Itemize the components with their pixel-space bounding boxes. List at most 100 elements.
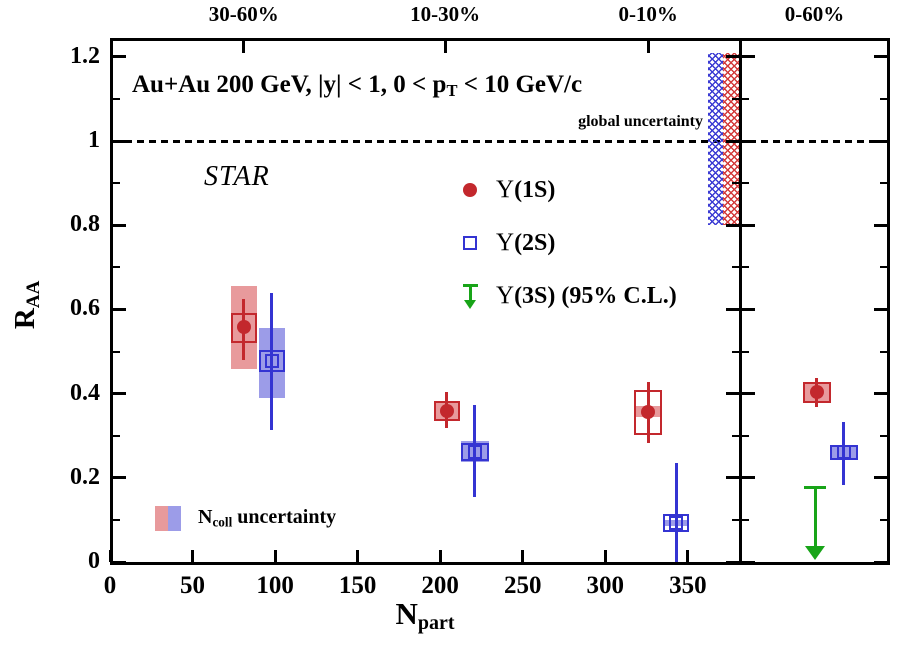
point-upsilon1s-main-0-marker <box>236 320 251 335</box>
x-major-tick <box>108 550 112 562</box>
centrality-bin-tick <box>646 41 650 53</box>
point-upsilon2s-main-2-marker <box>669 515 684 530</box>
legend-label-3s: Υ(3S) (95% C.L.) <box>496 281 677 309</box>
x-tick-label: 50 <box>180 572 206 599</box>
y-tick-label: 1.2 <box>70 42 100 69</box>
y-major-tick-divider-left <box>726 139 739 143</box>
plot-title-pre: Au+Au 200 GeV, |y| < 1, 0 < p <box>132 71 447 98</box>
x-major-tick <box>603 550 607 562</box>
centrality-bin-label: 30-60% <box>208 2 279 26</box>
y-major-tick-right <box>874 307 887 311</box>
x-major-tick <box>438 550 442 562</box>
y-major-tick-right <box>874 560 887 564</box>
centrality-bin-tick <box>242 41 246 53</box>
x-major-tick <box>273 550 277 562</box>
legend-label-1s: Υ(1S) <box>496 175 556 203</box>
y-minor-tick <box>113 518 120 521</box>
open-square-icon <box>456 229 484 257</box>
y-major-tick <box>113 223 126 227</box>
x-tick-label: 100 <box>256 572 294 599</box>
point-upsilon2s-main-1-sys-box <box>460 442 489 461</box>
point-upsilon2s-main-1-stat-error <box>473 405 477 498</box>
x-tick-label: 300 <box>586 572 625 599</box>
point-upsilon1s-main-0-sys-box <box>230 312 257 344</box>
y-tick-label: 0 <box>88 548 100 574</box>
x-major-tick <box>356 550 360 562</box>
y-tick-label: 1 <box>88 127 100 154</box>
y-major-tick-divider-right <box>742 55 755 59</box>
y-minor-tick <box>113 266 120 269</box>
global-band-red <box>723 52 739 226</box>
x-major-tick <box>521 550 525 562</box>
plot-title-post: < 10 GeV/c <box>457 71 583 98</box>
y-minor-tick <box>113 434 120 437</box>
y-major-tick-right <box>874 476 887 480</box>
point-upsilon2s-right-0-marker <box>836 445 851 460</box>
y-minor-tick <box>113 182 120 185</box>
y-major-tick-divider-right <box>742 476 755 480</box>
x-axis-title: Npart <box>395 596 455 634</box>
y-minor-tick-right <box>880 182 887 185</box>
legend-marker-2s <box>463 235 477 250</box>
y-major-tick <box>113 560 126 564</box>
y-minor-tick-divider-right <box>742 434 749 437</box>
point-upsilon2s-main-0-marker <box>264 354 279 369</box>
legend-item-upsilon2s: Υ(2S) <box>456 216 677 269</box>
y-major-tick <box>113 55 126 59</box>
y-minor-tick-divider-left <box>732 434 739 437</box>
y-major-tick-divider-left <box>726 560 739 564</box>
legend-label-2s: Υ(2S) <box>496 228 556 256</box>
y-major-tick-divider-right <box>742 223 755 227</box>
point-upsilon2s-main-2-stat-error <box>674 463 678 562</box>
y-major-tick-divider-right <box>742 307 755 311</box>
y-major-tick <box>113 476 126 480</box>
y-minor-tick-right <box>880 518 887 521</box>
ncoll-uncertainty-legend: Ncoll uncertainty <box>155 506 336 531</box>
legend-arrow-head <box>464 299 476 309</box>
point-upsilon2s-main-0-stat-error <box>270 293 274 431</box>
point-upsilon1s-main-2-sys-box <box>634 389 663 435</box>
reference-line-raa-1 <box>113 139 887 143</box>
y-major-tick-divider-left <box>726 223 739 227</box>
y-major-tick <box>113 139 126 143</box>
point-upsilon1s-right-0-marker <box>809 384 824 399</box>
x-tick-label: 200 <box>421 572 459 599</box>
y-major-tick-divider-left <box>726 55 739 59</box>
y-minor-tick-divider-right <box>742 350 749 353</box>
point-upsilon2s-main-1-marker <box>467 445 482 460</box>
y-minor-tick <box>113 350 120 353</box>
down-arrow-icon <box>456 282 484 310</box>
y-minor-tick-divider-left <box>732 518 739 521</box>
point-upsilon2s-main-2-sys-box <box>663 514 690 533</box>
upper-limit-arrow-head <box>805 546 826 560</box>
x-tick-label: 250 <box>503 572 542 599</box>
experiment-label: STAR <box>204 161 270 192</box>
right-panel-frame <box>739 38 890 565</box>
y-major-tick-right <box>874 55 887 59</box>
y-major-tick-divider-right <box>742 392 755 396</box>
y-minor-tick-right <box>880 266 887 269</box>
y-minor-tick-divider-left <box>732 350 739 353</box>
y-major-tick-divider-right <box>742 139 755 143</box>
legend: Υ(1S) Υ(2S) Υ(3S) (95% C.L.) <box>456 163 677 322</box>
legend-arrow-stem <box>469 283 472 301</box>
filled-circle-icon <box>456 176 484 204</box>
point-upsilon2s-main-0-sys-box <box>258 349 285 373</box>
y-major-tick <box>113 307 126 311</box>
x-tick-label: 0 <box>103 572 117 599</box>
y-minor-tick-divider-left <box>732 98 739 101</box>
x-major-tick <box>191 550 195 562</box>
y-major-tick-right <box>874 139 887 143</box>
y-minor-tick <box>113 98 120 101</box>
x-tick-label: 350 <box>669 572 707 599</box>
ncoll-blue-swatch <box>168 506 181 531</box>
point-upsilon2s-right-0-stat-error <box>842 421 846 485</box>
y-minor-tick-right <box>880 98 887 101</box>
y-minor-tick-divider-right <box>742 182 749 185</box>
point-upsilon1s-right-0-sys-box <box>802 381 831 403</box>
ncoll-red-swatch <box>155 506 168 531</box>
centrality-bin-label-right: 0-60% <box>784 2 845 26</box>
y-major-tick-divider-left <box>726 476 739 480</box>
x-major-tick <box>686 550 690 562</box>
